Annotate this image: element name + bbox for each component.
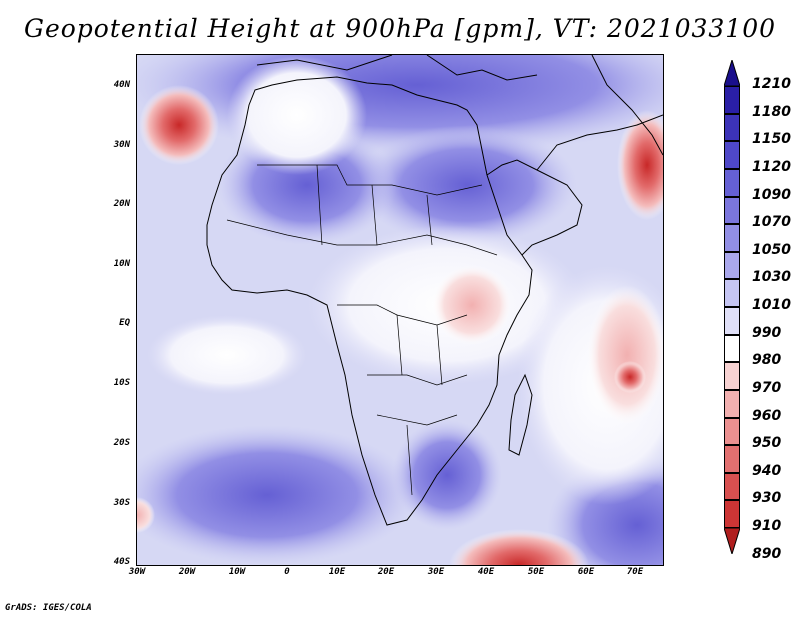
high-southern-africa [392, 420, 502, 530]
colorbar-box [724, 389, 740, 418]
x-label-60e: 60E [577, 567, 595, 577]
low-east-africa [432, 265, 512, 345]
colorbar-box [724, 334, 740, 363]
colorbar-box [724, 141, 740, 169]
colorbar-label: 1030 [752, 269, 791, 286]
madagascar-coast [508, 373, 533, 456]
colorbar-label: 1150 [752, 131, 791, 148]
y-label-eq: EQ [119, 318, 130, 328]
grads-credit: GrADS: IGES/COLA [5, 603, 92, 613]
colorbar-label: 930 [752, 490, 782, 507]
coastlines [206, 55, 663, 526]
y-label-10s: 10S [113, 378, 130, 388]
high-sahara [357, 125, 577, 245]
colorbar-box [724, 472, 740, 501]
colorbar-label: 1010 [752, 297, 791, 313]
y-label-30s: 30S [113, 498, 130, 508]
arrow-up-triangle-icon [724, 60, 740, 86]
africa-coast [206, 76, 533, 526]
colorbar-box [724, 86, 740, 114]
colorbar-box [724, 279, 740, 307]
y-label-20n: 20N [113, 199, 130, 209]
colorbar-box [724, 168, 740, 197]
colorbar-label: 1090 [752, 186, 791, 203]
low-indian-ocean-north [587, 285, 663, 425]
map-title: Geopotential Height at 900hPa [gpm], VT:… [23, 14, 777, 43]
neutral-gulf [147, 315, 307, 395]
x-label-20w: 20W [178, 567, 196, 577]
y-label-20s: 20S [113, 438, 130, 448]
x-label-0: 0 [284, 567, 290, 577]
y-label-10n: 10N [113, 259, 130, 269]
borders [226, 164, 498, 496]
low-south-asia [617, 110, 663, 220]
low-north-atlantic [139, 85, 219, 165]
x-label-50e: 50E [527, 567, 545, 577]
x-label-20e: 20E [377, 567, 395, 577]
colorbar-label: 970 [752, 379, 782, 396]
arabian-coast [486, 159, 583, 256]
colorbar-label: 960 [752, 407, 782, 424]
low-indian-ocean [614, 361, 646, 393]
x-label-30e: 30E [427, 567, 445, 577]
colorbar-label: 990 [752, 324, 782, 341]
border-southern [367, 374, 468, 426]
colorbar-label: 1180 [752, 103, 791, 120]
colorbar-box [724, 500, 740, 528]
border-west-africa [316, 164, 433, 246]
x-label-70e: 70E [626, 567, 644, 577]
x-label-30w: 30W [128, 567, 146, 577]
eurasia-coast [536, 114, 663, 171]
y-label-40s: 40S [113, 557, 130, 567]
map-panel [136, 54, 664, 566]
colorbar-box [724, 224, 740, 252]
colorbar-box [724, 307, 740, 335]
low-west-edge [137, 497, 155, 533]
colorbar-label: 1070 [752, 214, 791, 231]
colorbar-box [724, 113, 740, 142]
colorbar-label: 890 [752, 545, 782, 562]
border-central [396, 314, 443, 496]
low-southern-ocean [449, 529, 589, 565]
colorbar-label: 940 [752, 462, 782, 479]
colorbar-box [724, 417, 740, 446]
colorbar-label: 910 [752, 518, 782, 534]
colorbar-label: 950 [752, 435, 782, 452]
arrow-down-triangle-icon [724, 528, 740, 554]
high-south-atlantic [137, 425, 417, 565]
colorbar-label: 980 [752, 352, 782, 369]
border-sahel-north [257, 164, 483, 196]
y-label-30n: 30N [113, 140, 130, 150]
iran-coast [591, 55, 663, 156]
colorbar-label: 1210 [752, 76, 791, 92]
colorbar-box [724, 196, 740, 225]
x-label-10w: 10W [228, 567, 246, 577]
colorbar-box [724, 445, 740, 473]
mediterranean-coast [256, 55, 538, 81]
colorbar-label: 1050 [752, 241, 791, 258]
colorbar-label: 1120 [752, 158, 791, 175]
neutral-north-atlantic [227, 55, 367, 175]
colorbar-box [724, 362, 740, 390]
y-label-40n: 40N [113, 80, 130, 90]
geopotential-field [137, 55, 663, 565]
x-label-40e: 40E [477, 567, 495, 577]
x-label-10e: 10E [328, 567, 346, 577]
colorbar-box [724, 251, 740, 280]
